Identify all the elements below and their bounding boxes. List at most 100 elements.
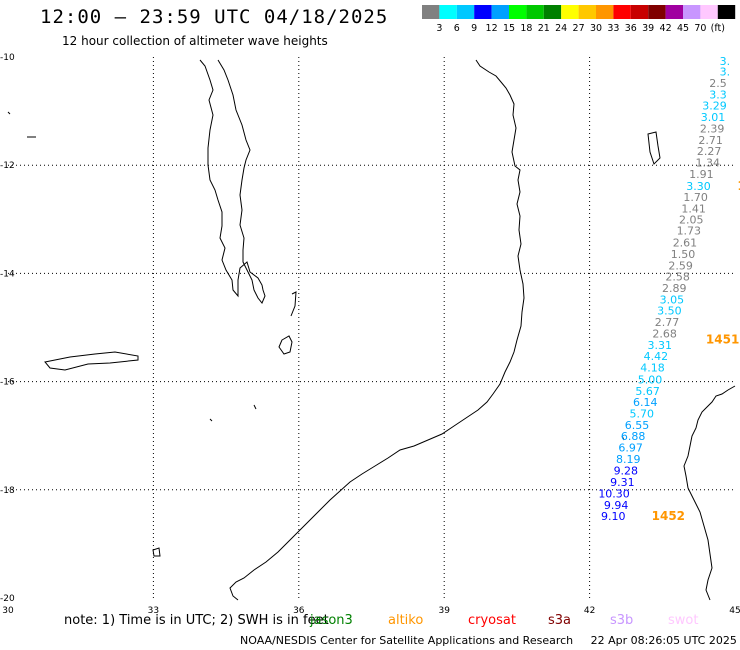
legend-swatch <box>630 5 649 19</box>
wave-height-label: 2.27 <box>697 145 722 158</box>
longitude-label: 30 <box>2 606 14 616</box>
wave-height-label: 4.42 <box>644 350 669 363</box>
graticule: 30 33 36 39 42 45 -10 -12 -14 -16 -18 -20 <box>0 53 740 616</box>
legend-tick-label: 36 <box>625 23 637 34</box>
wave-height-label: 3.05 <box>660 293 685 306</box>
satellite-label-s3a: s3a <box>548 613 572 628</box>
legend-tick-label: 21 <box>538 23 550 34</box>
legend-tick-label: 30 <box>590 23 602 34</box>
lake-malawi-outline <box>199 59 266 304</box>
legend-swatch <box>422 5 440 19</box>
small-island-outline-5 <box>253 404 257 410</box>
longitude-label: 45 <box>729 606 740 616</box>
wave-height-label: 3. <box>720 66 731 79</box>
legend-tick-label: 12 <box>486 23 498 34</box>
legend-swatch <box>648 5 666 19</box>
wave-height-label: 2.89 <box>662 282 687 295</box>
legend-swatch <box>509 5 527 19</box>
wave-height-label: 5.00 <box>638 373 663 386</box>
small-lake-outline <box>290 291 297 317</box>
legend-tick-label: 18 <box>520 23 532 34</box>
legend-tick-label: 45 <box>677 23 689 34</box>
legend-swatch <box>561 5 579 19</box>
page-subtitle: 12 hour collection of altimeter wave hei… <box>62 34 328 48</box>
wave-height-label: 6.88 <box>621 430 646 443</box>
wave-height-label: 6.97 <box>618 442 643 455</box>
small-island-outline <box>621 435 625 441</box>
latitude-label: -18 <box>0 486 15 496</box>
wave-height-label: 2.71 <box>698 134 723 147</box>
pass-time-label: 1451 <box>706 332 739 346</box>
legend-swatch <box>683 5 701 19</box>
credit-line: NOAA/NESDIS Center for Satellite Applica… <box>240 634 737 647</box>
legend-tick-label: 15 <box>503 23 515 34</box>
pass-time-label: 1452 <box>652 509 685 523</box>
latitude-label: -20 <box>0 594 15 604</box>
legend-swatch <box>700 5 718 19</box>
footer-note: note: 1) Time is in UTC; 2) SWH is in fe… <box>64 613 329 628</box>
legend-tick-label: 42 <box>660 23 672 34</box>
wave-height-label: 3. <box>720 55 731 68</box>
wave-height-label: 3.3 <box>709 88 727 101</box>
wave-height-label: 9.10 <box>601 510 626 523</box>
wave-height-label: 2.77 <box>655 316 680 329</box>
longitude-label: 39 <box>438 606 450 616</box>
legend-tick-label: 3 <box>436 23 442 34</box>
madagascar-coastline <box>683 385 736 601</box>
pass-time-labels: 1451 1452 1 <box>652 179 740 523</box>
small-island-outline-6 <box>209 418 213 422</box>
small-island-outline-4 <box>7 111 11 115</box>
coastline <box>7 59 736 601</box>
satellite-label-altiko: altiko <box>388 613 424 628</box>
color-legend: 3 6 9 12 15 18 21 24 27 30 33 36 39 42 45 70 (ft) <box>422 5 736 34</box>
legend-tick-label: 6 <box>454 23 460 34</box>
legend-swatch <box>578 5 596 19</box>
wave-height-label: 2.59 <box>668 259 693 272</box>
legend-tick-label: 27 <box>573 23 585 34</box>
longitude-label: 33 <box>148 606 159 616</box>
latitude-label: -12 <box>0 161 15 171</box>
longitude-label: 42 <box>584 606 595 616</box>
satellite-label-jason3: jason3 <box>310 613 353 628</box>
wave-height-label: 2.05 <box>679 213 704 226</box>
legend-swatch <box>596 5 614 19</box>
wave-height-label: 9.31 <box>610 476 635 489</box>
wave-height-label: 2.61 <box>673 237 698 250</box>
small-island-outline-2 <box>152 547 161 557</box>
wave-height-label: 3.01 <box>701 111 726 124</box>
generated-timestamp: 22 Apr 08:26:05 UTC 2025 <box>590 634 737 647</box>
legend-tick-label: 39 <box>642 23 654 34</box>
wave-height-label: 9.28 <box>614 464 639 477</box>
wave-height-label: 3.31 <box>647 339 672 352</box>
legend-swatch <box>543 5 562 19</box>
mainland-coastline <box>229 59 525 601</box>
wave-height-label: 3.29 <box>702 100 727 113</box>
latitude-label: -14 <box>0 269 15 279</box>
legend-swatch <box>439 5 457 19</box>
altimeter-track-labels: 3.3.2.53.33.293.012.392.712.271.341.913.… <box>598 55 730 523</box>
latitude-label: -10 <box>0 53 15 63</box>
wave-height-label: 5.70 <box>630 408 655 421</box>
lake-chilwa-outline <box>278 335 293 355</box>
legend-swatch <box>474 5 492 19</box>
wave-height-label: 1.70 <box>683 191 708 204</box>
wave-height-label: 1.34 <box>695 156 720 169</box>
legend-tick-label: (ft) <box>711 23 725 34</box>
satellite-label-swot: swot <box>668 613 699 628</box>
latitude-label: -16 <box>0 378 15 388</box>
wave-height-label: 10.30 <box>598 488 630 501</box>
legend-tick-label: 24 <box>555 23 567 34</box>
wave-height-label: 2.68 <box>652 327 677 340</box>
legend-swatch <box>717 5 736 19</box>
wave-height-label: 3.50 <box>657 305 682 318</box>
wave-height-label: 1.73 <box>677 225 702 238</box>
wave-height-label: 2.5 <box>709 77 727 90</box>
legend-swatch <box>491 5 509 19</box>
legend-tick-label: 33 <box>607 23 619 34</box>
wave-height-label: 5.67 <box>635 385 660 398</box>
wave-height-label: 1.91 <box>689 168 714 181</box>
wave-height-label: 3.30 <box>686 180 711 193</box>
legend-swatch <box>456 5 475 19</box>
legend-swatch <box>665 5 683 19</box>
wave-height-label: 8.19 <box>616 453 641 466</box>
